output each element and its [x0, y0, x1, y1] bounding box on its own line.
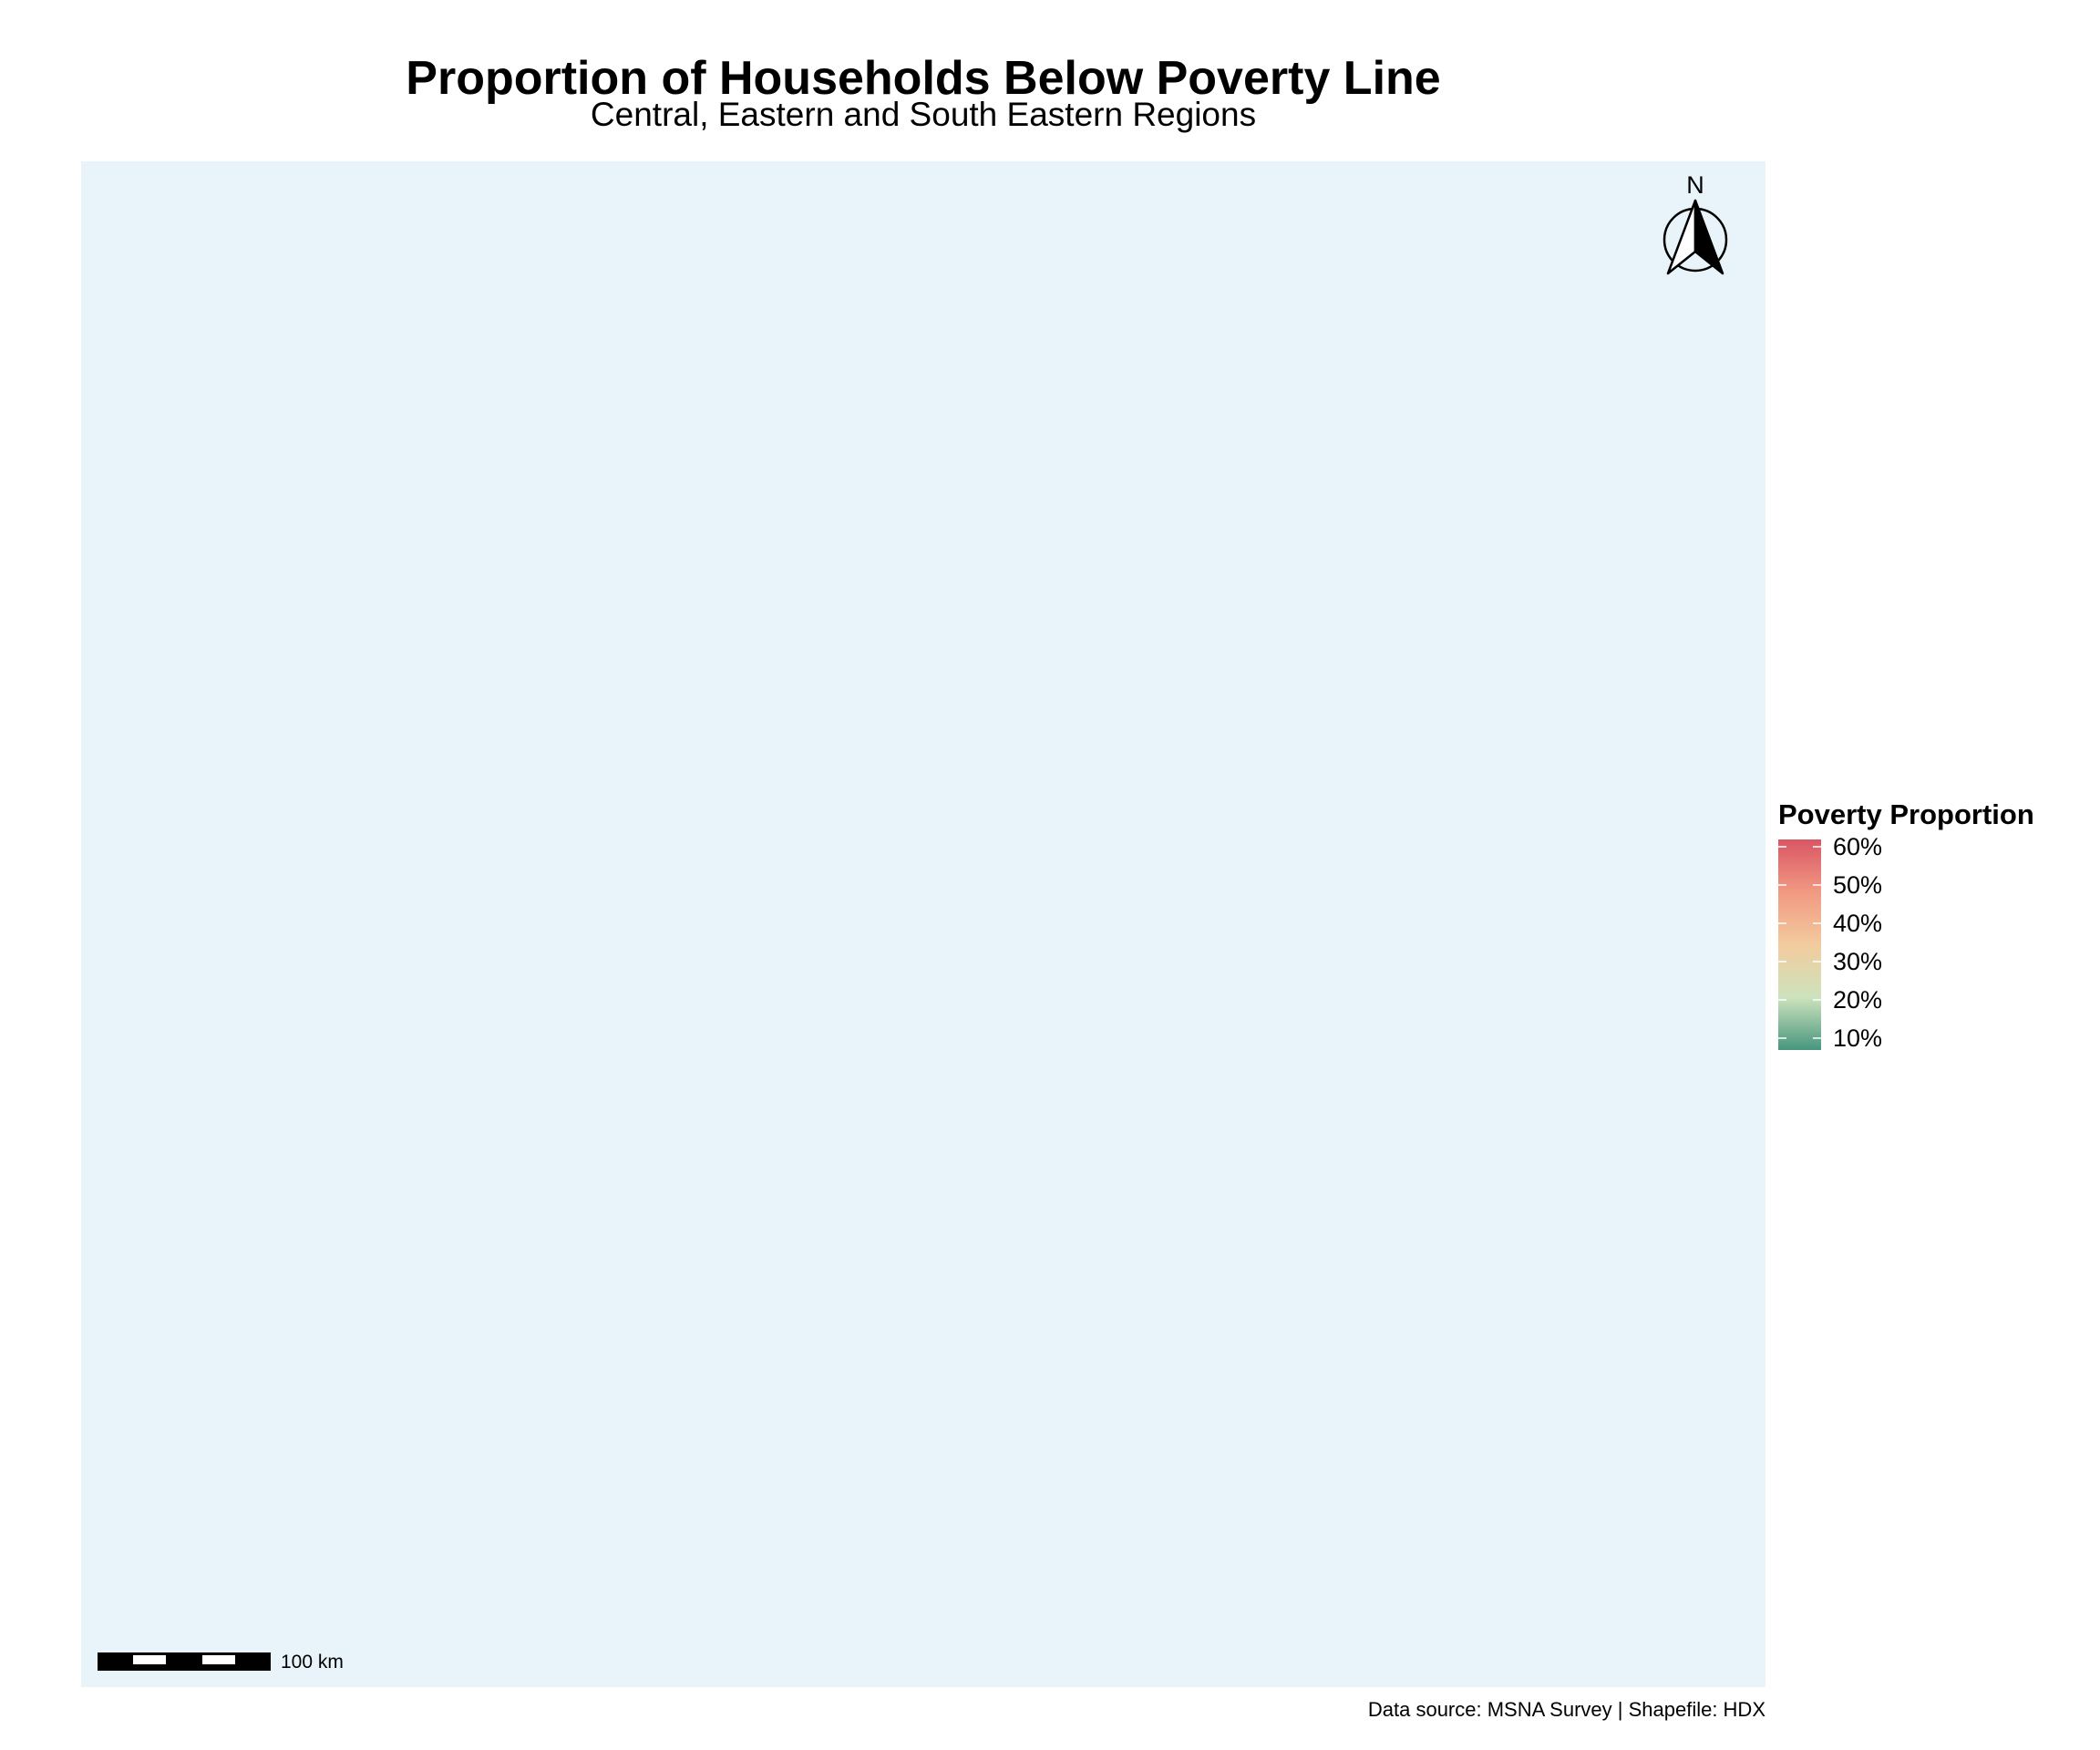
legend-label: 20%: [1833, 986, 1883, 1014]
legend-label: 60%: [1833, 833, 1883, 860]
legend-label: 40%: [1833, 910, 1883, 937]
map-subtitle: Central, Eastern and South Eastern Regio…: [590, 96, 1257, 133]
map-title: Proportion of Households Below Poverty L…: [406, 52, 1441, 105]
legend-label: 30%: [1833, 948, 1883, 975]
north-letter: N: [1686, 171, 1704, 199]
legend-label: 10%: [1833, 1024, 1883, 1052]
legend-color-bar: [1778, 839, 1821, 1050]
scale-bar-label: 100 km: [281, 1652, 344, 1673]
legend-label: 50%: [1833, 871, 1883, 899]
map-panel: [81, 161, 1765, 1687]
north-arrow-icon: [1662, 199, 1728, 275]
legend-title: Poverty Proportion: [1778, 798, 2034, 830]
data-source-caption: Data source: MSNA Survey | Shapefile: HD…: [1367, 1698, 1765, 1721]
scale-bar: [98, 1652, 271, 1671]
